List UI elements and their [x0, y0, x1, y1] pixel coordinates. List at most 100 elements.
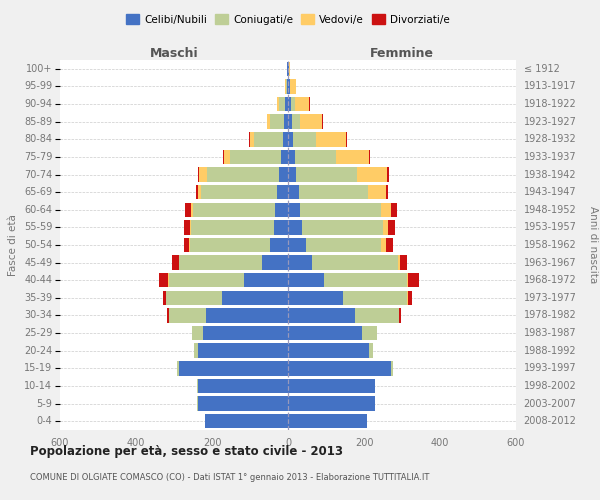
Bar: [288, 378, 374, 393]
Bar: [381, 202, 391, 217]
Bar: [386, 238, 393, 252]
Bar: [288, 202, 300, 217]
Bar: [250, 132, 254, 146]
Bar: [224, 150, 230, 164]
Bar: [288, 238, 306, 252]
Bar: [288, 168, 296, 181]
Bar: [191, 220, 274, 234]
Bar: [197, 396, 288, 411]
Bar: [184, 220, 190, 234]
Y-axis label: Fasce di età: Fasce di età: [8, 214, 19, 276]
Bar: [398, 256, 400, 270]
Bar: [270, 114, 284, 129]
Bar: [391, 202, 397, 217]
Text: Maschi: Maschi: [149, 47, 199, 60]
Bar: [203, 326, 288, 340]
Bar: [254, 132, 283, 146]
Bar: [290, 79, 296, 94]
Y-axis label: Anni di nascita: Anni di nascita: [588, 206, 598, 284]
Bar: [382, 238, 386, 252]
Bar: [288, 256, 311, 270]
Bar: [288, 414, 367, 428]
Bar: [368, 344, 373, 358]
Bar: [193, 202, 275, 217]
Bar: [374, 396, 376, 411]
Bar: [223, 150, 224, 164]
Bar: [206, 308, 288, 322]
Bar: [288, 132, 293, 146]
Bar: [288, 273, 324, 287]
Bar: [306, 238, 382, 252]
Bar: [166, 290, 221, 305]
Bar: [292, 114, 300, 129]
Bar: [289, 62, 290, 76]
Bar: [287, 62, 288, 76]
Bar: [386, 185, 388, 200]
Bar: [362, 326, 377, 340]
Bar: [387, 168, 389, 181]
Bar: [283, 132, 288, 146]
Bar: [288, 150, 295, 164]
Bar: [355, 308, 400, 322]
Bar: [163, 290, 166, 305]
Bar: [179, 361, 288, 376]
Bar: [190, 238, 270, 252]
Bar: [169, 308, 206, 322]
Text: Femmine: Femmine: [370, 47, 434, 60]
Bar: [324, 273, 407, 287]
Bar: [409, 273, 419, 287]
Bar: [288, 344, 368, 358]
Bar: [277, 97, 279, 112]
Bar: [322, 114, 323, 129]
Bar: [288, 308, 355, 322]
Text: Popolazione per età, sesso e stato civile - 2013: Popolazione per età, sesso e stato civil…: [30, 445, 343, 458]
Bar: [288, 185, 299, 200]
Bar: [197, 344, 288, 358]
Bar: [311, 256, 398, 270]
Bar: [249, 132, 250, 146]
Bar: [288, 114, 292, 129]
Bar: [244, 273, 288, 287]
Bar: [300, 114, 322, 129]
Bar: [169, 273, 244, 287]
Bar: [357, 168, 387, 181]
Bar: [192, 326, 203, 340]
Legend: Celibi/Nubili, Coniugati/e, Vedovi/e, Divorziati/e: Celibi/Nubili, Coniugati/e, Vedovi/e, Di…: [122, 10, 454, 29]
Bar: [179, 256, 262, 270]
Bar: [281, 150, 288, 164]
Bar: [288, 97, 291, 112]
Bar: [267, 114, 270, 129]
Bar: [299, 185, 368, 200]
Bar: [368, 185, 386, 200]
Bar: [230, 150, 281, 164]
Text: COMUNE DI OLGIATE COMASCO (CO) - Dati ISTAT 1° gennaio 2013 - Elaborazione TUTTI: COMUNE DI OLGIATE COMASCO (CO) - Dati IS…: [30, 473, 430, 482]
Bar: [185, 202, 191, 217]
Bar: [207, 168, 278, 181]
Bar: [288, 326, 362, 340]
Bar: [285, 97, 288, 112]
Bar: [274, 220, 288, 234]
Bar: [400, 256, 407, 270]
Bar: [388, 220, 395, 234]
Bar: [196, 185, 197, 200]
Bar: [374, 378, 376, 393]
Bar: [197, 378, 288, 393]
Bar: [302, 220, 383, 234]
Bar: [221, 290, 288, 305]
Bar: [300, 202, 381, 217]
Bar: [168, 273, 169, 287]
Bar: [199, 168, 207, 181]
Bar: [407, 290, 409, 305]
Bar: [291, 97, 295, 112]
Bar: [262, 256, 288, 270]
Bar: [316, 132, 346, 146]
Bar: [288, 79, 290, 94]
Bar: [197, 185, 202, 200]
Bar: [288, 396, 374, 411]
Bar: [287, 79, 288, 94]
Bar: [336, 150, 370, 164]
Bar: [383, 220, 388, 234]
Bar: [279, 97, 285, 112]
Bar: [275, 202, 288, 217]
Bar: [296, 168, 357, 181]
